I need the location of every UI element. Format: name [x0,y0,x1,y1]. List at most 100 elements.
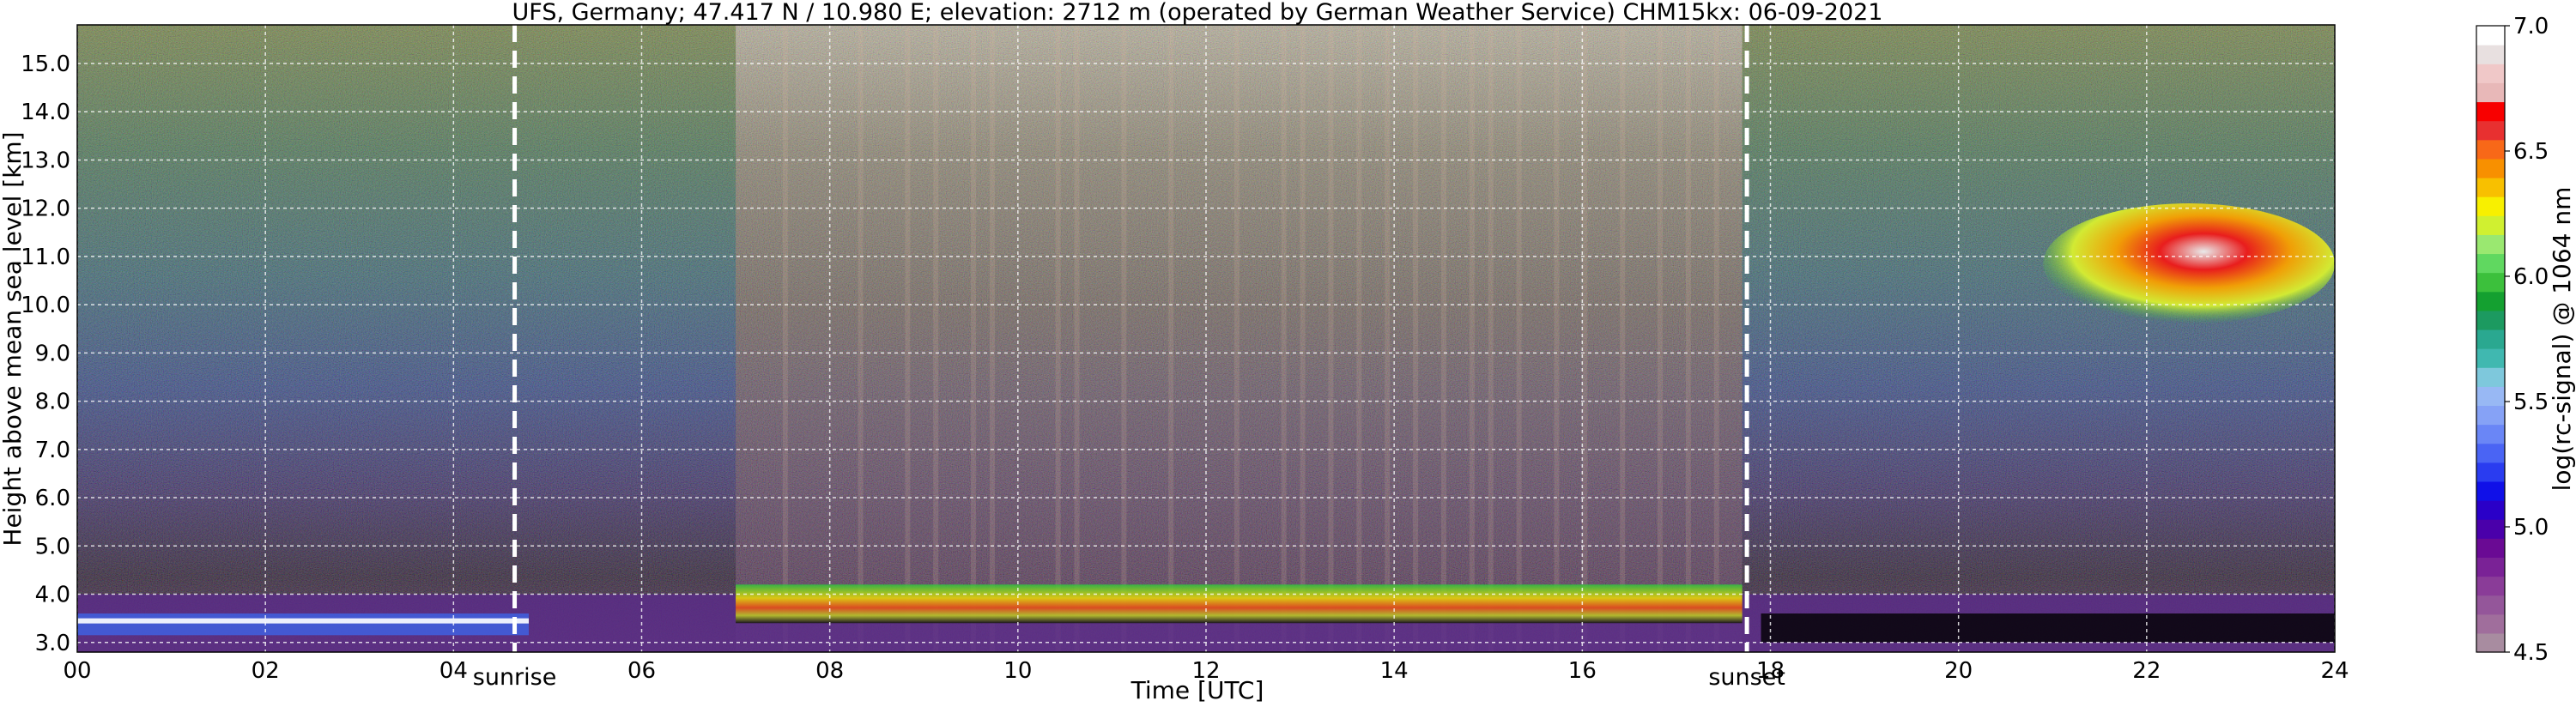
colorbar-swatch [2476,538,2505,558]
signal-streak [1713,25,1719,652]
signal-streak [782,25,788,652]
chart-title: UFS, Germany; 47.417 N / 10.980 E; eleva… [512,0,1883,26]
y-tick-label: 3.0 [35,631,70,656]
sunrise-label: sunrise [473,664,557,691]
signal-streak [1658,25,1663,652]
night-layer-region [77,613,529,636]
x-axis-label: Time [UTC] [1130,676,1264,704]
colorbar-swatch [2476,386,2505,407]
boundary-layer-region [736,584,1743,624]
x-tick-label: 16 [1568,658,1597,684]
axes: 00 02 04 06 08 10 12 14 16 18 20 22 24 3.0 4.0 5.0 6.0 7.… [21,24,2349,691]
colorbar-swatch [2476,253,2505,274]
x-tick-label: 18 [1756,658,1785,684]
x-tick-label: 06 [627,658,656,684]
noise-texture [77,25,2335,652]
x-tick-label: 20 [1944,658,1973,684]
signal-streak [1074,25,1080,652]
colorbar-swatch [2476,595,2505,615]
colorbar-label: log(rc-signal) @ 1064 nm [2548,187,2576,492]
colorbar-tick-label: 7.0 [2513,14,2549,39]
signal-streak [1281,25,1287,652]
colorbar-tick-label: 5.0 [2513,515,2549,541]
colorbar-swatch [2476,177,2505,197]
colorbar-swatch [2476,500,2505,520]
colorbar-swatch [2476,519,2505,539]
colorbar-swatch [2476,291,2505,311]
signal-streak [1168,25,1174,652]
colorbar-swatch [2476,480,2505,501]
colorbar-tick-label: 6.5 [2513,139,2549,165]
colorbar-swatch [2476,557,2505,577]
colorbar-swatch [2476,405,2505,426]
cloud-region [2043,203,2335,324]
y-tick-label: 5.0 [35,534,70,559]
colorbar-swatch [2476,576,2505,596]
signal-streak [1121,25,1127,652]
signal-streak [1469,25,1475,652]
sunset-label: sunset [1708,664,1785,691]
signal-streak [933,25,939,652]
colorbar-frame [2476,25,2506,653]
colorbar: 4.5 5.0 5.5 6.0 6.5 7.0 [2476,14,2549,666]
x-tick-label: 04 [439,658,468,684]
y-tick-label: 15.0 [21,51,70,77]
signal-streak [1516,25,1522,652]
signal-streak [971,25,977,652]
signal-streak [1554,25,1560,652]
x-tick-label: 08 [815,658,844,684]
colorbar-swatch [2476,26,2505,45]
colorbar-swatch [2476,158,2505,178]
signal-streak [1685,25,1691,652]
colorbar-swatch [2476,272,2505,293]
plot-frame [76,24,2336,653]
signal-streak [1328,25,1334,652]
evening-dark-region [1761,613,2335,643]
x-tick-label: 14 [1380,658,1409,684]
colorbar-swatch [2476,443,2505,463]
colorbar-swatch [2476,310,2505,330]
signal-streak [905,25,911,652]
colorbar-swatch [2476,462,2505,482]
y-tick-label: 4.0 [35,583,70,608]
colorbar-tick-label: 4.5 [2513,640,2549,666]
colorbar-swatch [2476,632,2505,653]
colorbar-swatch [2476,63,2505,83]
plot-area [77,25,2335,652]
signal-streak [1300,25,1306,652]
signal-streak [1385,25,1391,652]
x-tick-label: 02 [252,658,280,684]
colorbar-swatch [2476,348,2505,368]
colorbar-swatch [2476,215,2505,235]
y-tick-label: 10.0 [21,293,70,318]
x-tick-label: 24 [2320,658,2349,684]
colorbar-tick-label: 6.0 [2513,264,2549,290]
signal-streak [989,25,995,652]
colorbar-swatch [2476,45,2505,64]
signal-streak [1413,25,1419,652]
y-tick-label: 6.0 [35,486,70,511]
colorbar-swatch [2476,101,2505,122]
colorbar-swatch [2476,139,2505,160]
signal-streak [1488,25,1494,652]
signal-streak [1440,25,1446,652]
y-axis-label: Height above mean sea level [km] [0,131,27,546]
x-tick-label: 00 [63,658,91,684]
y-tick-label: 11.0 [21,245,70,270]
y-tick-label: 7.0 [35,438,70,463]
signal-streak [1233,25,1240,652]
colorbar-swatch [2476,329,2505,349]
colorbar-swatch [2476,196,2505,216]
colorbar-swatch [2476,613,2505,634]
signal-streak [1055,25,1061,652]
y-tick-label: 13.0 [21,148,70,173]
colorbar-swatch [2476,234,2505,255]
layer-top-line [77,618,529,624]
y-tick-label: 9.0 [35,341,70,366]
y-tick-label: 14.0 [21,100,70,125]
signal-streak [1582,25,1588,652]
colorbar-tick-label: 5.5 [2513,390,2549,415]
colorbar-swatch [2476,367,2505,387]
signal-streak [1356,25,1362,652]
